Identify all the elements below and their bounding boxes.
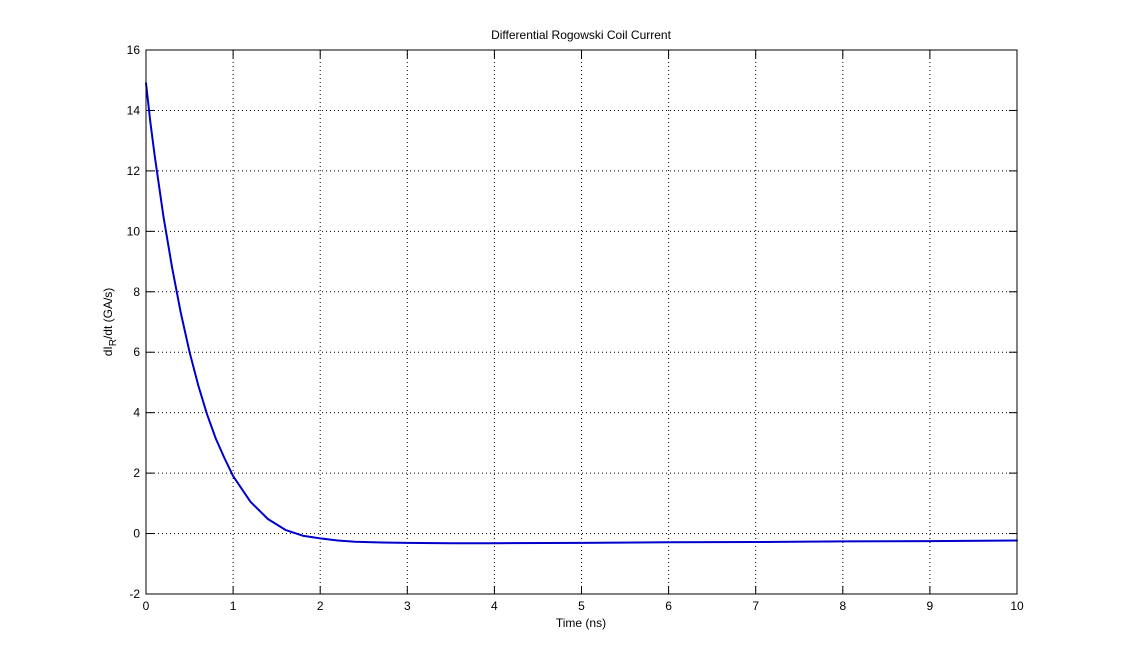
chart-title: Differential Rogowski Coil Current (491, 28, 672, 42)
x-tick-labels: 0 1 2 3 4 5 6 7 8 9 10 (143, 599, 1024, 613)
y-tick-label: 6 (133, 345, 140, 359)
x-tick-label: 2 (317, 599, 324, 613)
x-tick-label: 10 (1010, 599, 1024, 613)
y-axis-label-suffix: /dt (GA/s) (101, 288, 115, 339)
y-axis-label: dIR/dt (GA/s) (101, 288, 119, 357)
y-tick-label: 0 (133, 527, 140, 541)
y-tick-label: 16 (127, 43, 141, 57)
x-tick-label: 9 (927, 599, 934, 613)
x-tick-label: 5 (578, 599, 585, 613)
plot-frame (145, 49, 1018, 595)
y-axis-label-subscript: R (108, 339, 119, 346)
series-line (145, 82, 1018, 545)
x-tick-label: 0 (143, 599, 150, 613)
y-tick-label: 8 (133, 285, 140, 299)
series-layer (145, 82, 1018, 545)
x-tick-label: 4 (491, 599, 498, 613)
x-tick-label: 6 (665, 599, 672, 613)
y-tick-label: 10 (127, 224, 141, 238)
y-tick-label: 2 (133, 466, 140, 480)
y-tick-labels: -2 0 2 4 6 8 10 12 14 16 (127, 43, 141, 601)
y-tick-label: 12 (127, 164, 141, 178)
x-axis-label: Time (ns) (556, 616, 606, 630)
y-tick-label: 14 (127, 103, 141, 117)
x-tick-label: 3 (404, 599, 411, 613)
x-tick-label: 1 (230, 599, 237, 613)
x-tick-label: 7 (752, 599, 759, 613)
x-tick-label: 8 (839, 599, 846, 613)
y-tick-label: 4 (133, 406, 140, 420)
y-tick-label: -2 (129, 587, 140, 601)
grid-lines (146, 50, 1017, 594)
y-axis-label-prefix: dI (101, 346, 115, 356)
